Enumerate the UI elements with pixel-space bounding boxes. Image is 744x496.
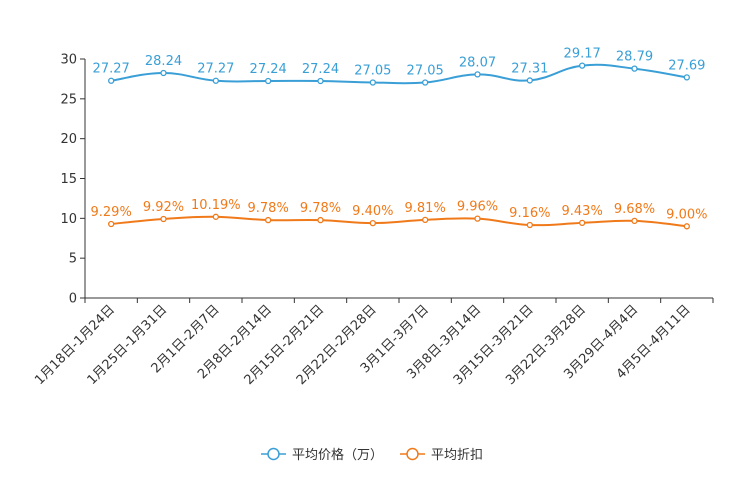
data-label: 9.00% [666, 207, 707, 222]
data-label: 28.24 [145, 54, 182, 69]
data-point [579, 219, 586, 227]
y-tick-label: 25 [60, 92, 77, 107]
legend-marker-0 [267, 447, 280, 461]
data-label: 28.79 [616, 50, 653, 65]
y-tick-label: 20 [60, 132, 77, 147]
data-label: 9.92% [143, 200, 184, 215]
data-label: 27.05 [407, 64, 444, 79]
data-label: 27.27 [197, 62, 234, 77]
data-label: 27.31 [511, 61, 548, 76]
data-label: 27.24 [250, 62, 287, 77]
data-point [265, 77, 272, 85]
y-tick-label: 30 [60, 53, 77, 68]
data-label: 9.43% [562, 204, 603, 219]
data-label: 9.78% [248, 201, 289, 216]
data-point [579, 62, 586, 69]
data-point [631, 65, 638, 72]
data-point [108, 77, 115, 84]
y-tick-label: 10 [60, 212, 77, 227]
data-point [526, 221, 533, 229]
data-point [317, 216, 324, 224]
data-point [212, 77, 219, 84]
data-point [526, 77, 533, 84]
legend-marker-1 [406, 447, 419, 461]
data-point [683, 74, 690, 81]
data-point [265, 216, 272, 224]
data-point [422, 79, 429, 86]
y-tick-label: 5 [69, 252, 77, 267]
legend-label-0: 平均价格（万） [292, 447, 383, 463]
series-line-1 [111, 215, 687, 228]
data-label: 9.78% [300, 201, 341, 216]
data-label: 9.96% [457, 200, 498, 215]
data-point [474, 215, 481, 222]
series-line-0 [111, 63, 687, 85]
data-point [160, 69, 167, 77]
data-point [369, 219, 376, 227]
data-point [317, 77, 324, 85]
legend: 平均价格（万） 平均折扣 [261, 447, 483, 463]
data-label: 27.27 [93, 62, 130, 77]
data-label: 9.16% [509, 206, 550, 221]
data-label: 27.69 [668, 58, 705, 73]
data-point [369, 79, 376, 86]
legend-label-1: 平均折扣 [431, 448, 483, 463]
data-label: 9.40% [352, 204, 393, 219]
data-point [108, 220, 115, 228]
series-layer [108, 62, 690, 230]
data-point [212, 213, 219, 220]
data-point [474, 71, 481, 78]
data-label: 10.19% [191, 198, 241, 213]
data-label: 29.17 [564, 47, 601, 62]
data-label: 9.29% [91, 205, 132, 220]
data-labels: 27.27 28.24 27.27 27.24 27.24 27.05 27.05 28.07… [91, 47, 708, 223]
data-point [422, 216, 429, 223]
data-label: 27.05 [354, 64, 391, 79]
data-label: 9.81% [405, 201, 446, 216]
data-label: 28.07 [459, 55, 496, 70]
y-tick-label: 15 [60, 172, 77, 187]
data-label: 27.24 [302, 62, 339, 77]
y-tick-label: 0 [69, 292, 77, 307]
data-point [683, 223, 690, 230]
data-label: 9.68% [614, 202, 655, 217]
data-point [631, 217, 638, 225]
data-point [160, 215, 167, 223]
